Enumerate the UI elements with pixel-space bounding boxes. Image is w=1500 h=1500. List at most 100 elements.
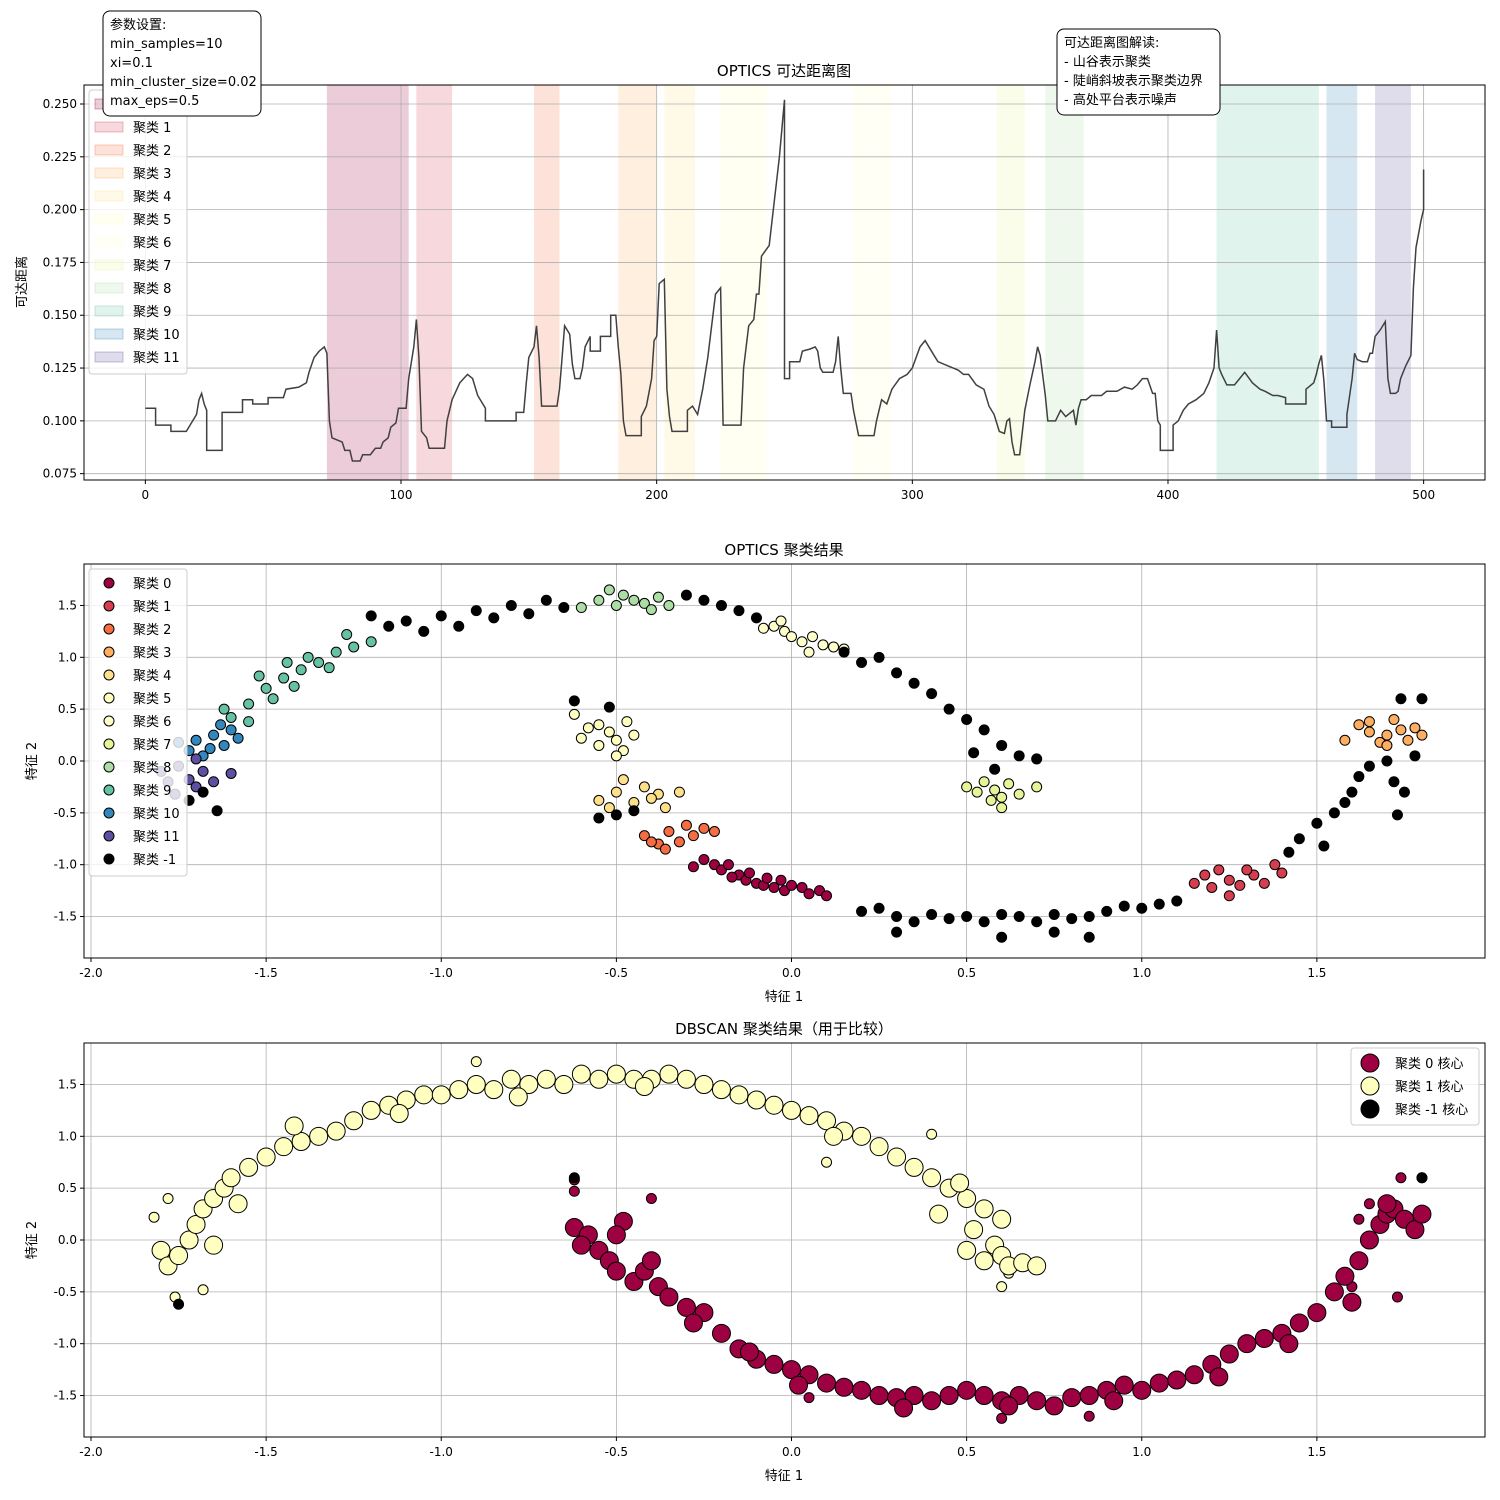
core-point — [711, 1080, 731, 1100]
x-tick-label: -0.5 — [605, 1445, 628, 1459]
scatter-point — [873, 902, 885, 914]
x-tick-label: 0.5 — [957, 1445, 976, 1459]
x-tick-label: -1.5 — [254, 966, 277, 980]
legend-label: 聚类 9 — [133, 305, 171, 320]
scatter-point — [978, 724, 990, 736]
legend-marker — [1360, 1053, 1380, 1073]
scatter-point — [593, 739, 605, 751]
annotation-box — [102, 10, 262, 117]
scatter-point — [1258, 877, 1270, 889]
scatter-point — [610, 809, 622, 821]
scatter-point — [568, 1172, 580, 1184]
core-point — [824, 1126, 844, 1146]
scatter-point — [978, 776, 990, 788]
legend-label: 聚类 4 — [133, 669, 171, 684]
x-tick-label: 0 — [142, 488, 150, 502]
core-point — [571, 1235, 591, 1255]
scatter-point — [638, 597, 650, 609]
legend-marker — [103, 669, 115, 681]
core-point — [992, 1209, 1012, 1229]
core-point — [659, 1064, 679, 1084]
core-point — [571, 1064, 591, 1084]
scatter-point — [225, 711, 237, 723]
scatter-point — [568, 1185, 580, 1197]
legend-marker — [103, 807, 115, 819]
scatter-point — [1083, 931, 1095, 943]
scatter-point — [295, 664, 307, 676]
scatter-point — [603, 701, 615, 713]
scatter-point — [1223, 890, 1235, 902]
x-axis-label: 特征 1 — [765, 990, 803, 1005]
scatter-point — [761, 872, 773, 884]
optics-scatter-panel: -2.0 -1.5 -1.0 -0.5 0.0 0.5 1.0 1.5 -1.5 -1.0 -0.5… — [25, 541, 1486, 1005]
scatter-point — [989, 763, 1001, 775]
core-point — [1027, 1391, 1047, 1411]
scatter-point — [204, 743, 216, 755]
scatter-point — [908, 677, 920, 689]
core-point — [1342, 1292, 1362, 1312]
reachability-panel: 0 100 200 300 400 500 0.075 0.100 0.125 0.150 0.17… — [14, 10, 1486, 502]
scatter-point — [638, 830, 650, 842]
scatter-point — [603, 584, 615, 596]
scatter-point — [1223, 874, 1235, 886]
scatter-point — [1013, 750, 1025, 762]
x-tick-label: 1.5 — [1307, 1445, 1326, 1459]
core-point — [606, 1225, 626, 1245]
x-tick-label: 0.5 — [957, 966, 976, 980]
scatter-point — [996, 931, 1008, 943]
x-tick-label: 1.0 — [1132, 966, 1151, 980]
core-point — [606, 1064, 626, 1084]
y-tick-label: -0.5 — [54, 1285, 77, 1299]
legend-swatch — [94, 282, 124, 294]
core-point — [999, 1396, 1019, 1416]
scatter-point — [1391, 1291, 1403, 1303]
core-point — [894, 1398, 914, 1418]
core-point — [1307, 1303, 1327, 1323]
annotation-line: min_samples=10 — [110, 37, 223, 52]
core-point — [1405, 1220, 1425, 1240]
scatter-point — [775, 615, 787, 627]
scatter-point — [645, 1193, 657, 1205]
scatter-point — [628, 805, 640, 817]
scatter-point — [1311, 817, 1323, 829]
legend-label: 聚类 -1 — [133, 853, 176, 868]
grid — [84, 564, 1485, 958]
scatter-points — [155, 584, 1428, 943]
annotation-line: - 陡峭斜坡表示聚类边界 — [1064, 74, 1203, 89]
core-point — [634, 1077, 654, 1097]
scatter-point — [821, 890, 833, 902]
core-point — [782, 1360, 802, 1380]
scatter-point — [1402, 734, 1414, 746]
scatter-point — [673, 786, 685, 798]
y-axis-label: 可达距离 — [14, 256, 30, 308]
legend-marker — [103, 623, 115, 635]
legend-label: 聚类 8 — [133, 761, 171, 776]
core-point — [179, 1230, 199, 1250]
core-point — [1359, 1230, 1379, 1250]
scatter-point — [803, 888, 815, 900]
scatter-point — [1083, 911, 1095, 923]
scatter-point — [1048, 926, 1060, 938]
scatter-point — [197, 786, 209, 798]
core-point — [922, 1391, 942, 1411]
interpretation-annotation: 可达距离图解读: - 山谷表示聚类 - 陡峭斜坡表示聚类边界 - 高处平台表示噪声 — [1056, 28, 1221, 116]
scatter-point — [1353, 771, 1365, 783]
scatter-point — [1013, 788, 1025, 800]
scatter-point — [621, 716, 633, 728]
core-point — [449, 1080, 469, 1100]
legend-label: 聚类 1 核心 — [1395, 1080, 1464, 1095]
legend-label: 聚类 8 — [133, 282, 171, 297]
x-tick-label: -1.0 — [430, 1445, 453, 1459]
scatter-point — [1199, 869, 1211, 881]
scatter-point — [435, 610, 447, 622]
scatter-point — [1363, 716, 1375, 728]
core-point — [869, 1386, 889, 1406]
scatter-point — [996, 791, 1008, 803]
core-point — [414, 1085, 434, 1105]
scatter-point — [1416, 693, 1428, 705]
y-tick-label: -0.5 — [54, 806, 77, 820]
scatter-point — [663, 599, 675, 611]
core-point — [536, 1069, 556, 1089]
x-tick-label: 300 — [901, 488, 924, 502]
